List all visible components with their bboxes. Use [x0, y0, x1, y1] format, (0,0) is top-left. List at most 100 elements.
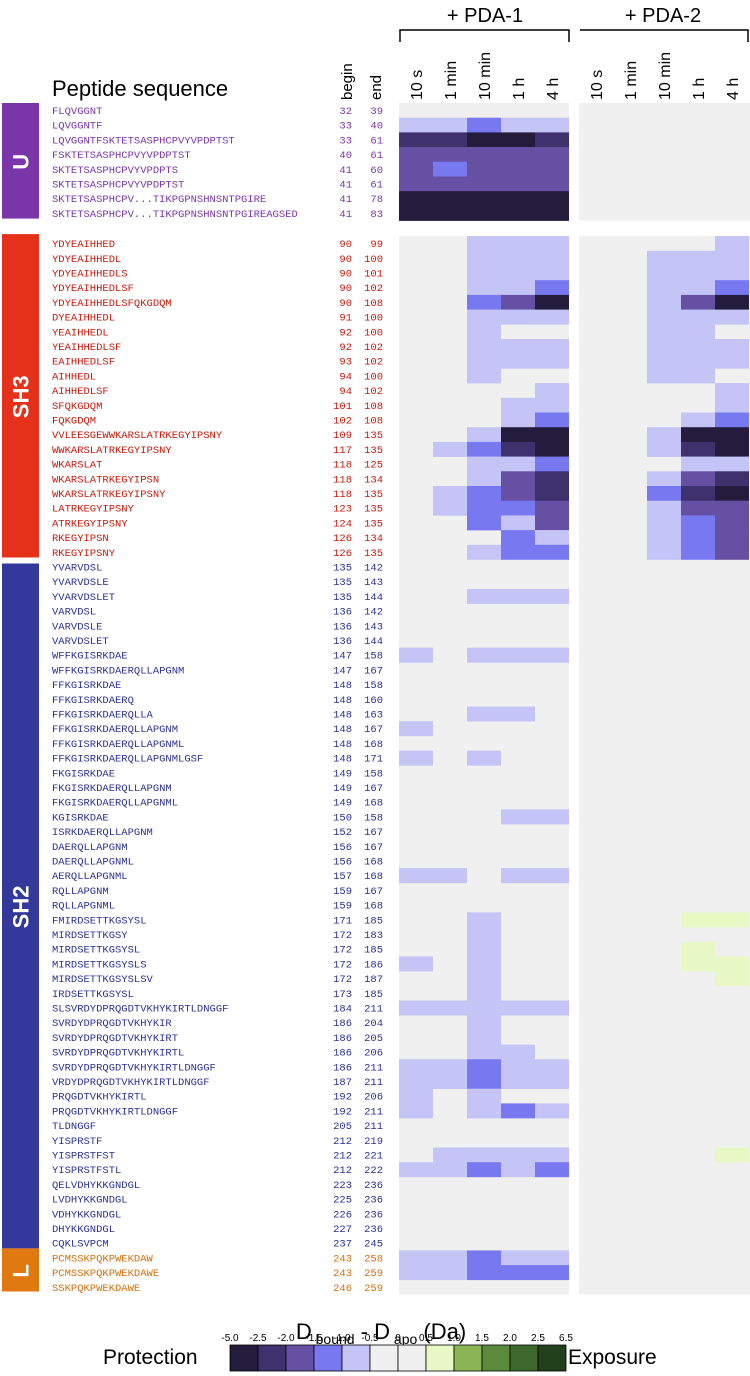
heatmap-cell-pda1-4 [535, 132, 569, 148]
heatmap-cells [399, 103, 750, 1295]
peptide-begin: 94 [339, 371, 352, 383]
peptide-end: 61 [370, 180, 383, 192]
heatmap-cell-pda1-2 [467, 985, 501, 1001]
heatmap-cell-pda1-3 [501, 236, 535, 252]
heatmap-cell-pda2-2 [647, 544, 681, 560]
legend-tick-label: -2.0 [277, 1333, 295, 1344]
peptide-begin: 157 [333, 871, 352, 883]
heatmap-cell-pda1-2 [467, 147, 501, 163]
peptide-begin: 118 [333, 474, 352, 486]
peptide-sequence: FKGISRKDAE [52, 768, 115, 780]
heatmap-cell-pda1-0 [399, 205, 433, 221]
peptide-begin: 212 [333, 1151, 352, 1163]
heatmap-cell-pda2-4 [715, 265, 749, 281]
peptide-sequence: VRDYDPRQGDTVKHYKIRTLDNGGF [52, 1077, 210, 1089]
peptide-sequence: FFKGISRKDAERQLLAPGNML [52, 739, 184, 751]
heatmap-cell-pda1-1 [433, 117, 467, 133]
peptide-end: 135 [364, 518, 383, 530]
heatmap-cell-pda1-0 [399, 647, 433, 663]
heatmap-cell-pda1-3 [501, 1250, 535, 1266]
peptide-begin: 117 [333, 445, 352, 457]
peptide-end: 259 [364, 1283, 383, 1295]
peptide-sequence: LATRKEGYIPSNY [52, 504, 135, 516]
peptide-end: 205 [364, 1033, 383, 1045]
peptide-begin: 159 [333, 886, 352, 898]
heatmap-cell-pda1-2 [467, 250, 501, 266]
heatmap-cell-pda1-3 [501, 176, 535, 192]
heatmap-cell-pda1-4 [535, 544, 569, 560]
heatmap-cell-pda1-0 [399, 191, 433, 207]
heatmap-cell-pda1-1 [433, 1147, 467, 1163]
legend-tick-label: 0 [395, 1333, 401, 1344]
heatmap-cell-pda1-3 [501, 412, 535, 428]
heatmap-cell-pda1-2 [467, 368, 501, 384]
heatmap-cell-pda1-2 [467, 294, 501, 310]
peptide-begin: 102 [333, 416, 352, 428]
peptide-end: 236 [364, 1180, 383, 1192]
heatmap-cell-pda1-0 [399, 1000, 433, 1016]
peptide-begin: 94 [339, 386, 352, 398]
heatmap-cell-pda1-4 [535, 530, 569, 546]
heatmap-cell-pda1-3 [501, 1059, 535, 1075]
heatmap-cell-pda1-2 [467, 280, 501, 296]
peptide-sequence: YDYEAIHHEDLS [52, 269, 128, 281]
heatmap-cell-pda1-3 [501, 117, 535, 133]
peptide-sequence: PRQGDTVKHYKIRTL [52, 1092, 147, 1104]
heatmap-cell-pda1-0 [399, 750, 433, 766]
legend-swatch [257, 1344, 287, 1372]
heatmap-cell-pda1-2 [467, 1044, 501, 1060]
heatmap-cell-pda1-4 [535, 471, 569, 487]
timepoint-label: 1 min [443, 61, 460, 100]
heatmap-cell-pda1-3 [501, 530, 535, 546]
peptide-end: 258 [364, 1253, 383, 1265]
peptide-end: 60 [370, 165, 383, 177]
legend-tick-label: -2.5 [249, 1333, 267, 1344]
peptide-sequence: MIRDSETTKGSYSL [52, 945, 140, 957]
peptide-sequence: ATRKEGYIPSNY [52, 518, 128, 530]
peptide-sequence: YEAIHHEDL [52, 327, 109, 339]
heatmap-cell-pda1-2 [467, 706, 501, 722]
legend-swatch [481, 1344, 511, 1372]
peptide-end: 102 [364, 283, 383, 295]
heatmap-cell-pda1-2 [467, 486, 501, 501]
heatmap-cell-pda1-4 [535, 147, 569, 163]
legend-swatch [369, 1344, 399, 1372]
heatmap-cell-pda1-4 [535, 427, 569, 443]
peptide-sequence: WFFKGISRKDAE [52, 651, 128, 663]
heatmap-cell-pda1-3 [501, 1162, 535, 1178]
peptide-end: 168 [364, 871, 383, 883]
peptide-begin: 172 [333, 945, 352, 957]
peptide-sequence: DHYKKGNDGL [52, 1224, 115, 1236]
peptide-end: 135 [364, 430, 383, 442]
peptide-end: 168 [364, 798, 383, 810]
begin-column-label: begin [339, 63, 356, 100]
legend-tick-labels: -5.0 -2.5 -2.0 -1.5 -1.0 -0.5 0 0.5 1.0 1.5 2.0 2.5… [221, 1333, 573, 1344]
heatmap-cell-pda2-4 [715, 280, 749, 296]
peptide-end: 108 [364, 401, 383, 413]
heatmap-cell-pda1-3 [501, 265, 535, 281]
heatmap-cell-pda1-1 [433, 161, 467, 177]
peptide-end: 245 [364, 1239, 383, 1251]
peptide-end: 236 [364, 1195, 383, 1207]
heatmap-cell-pda1-4 [535, 353, 569, 369]
peptide-begin: 149 [333, 768, 352, 780]
heatmap-cell-pda1-4 [535, 250, 569, 266]
heatmap-cell-pda1-3 [501, 280, 535, 296]
legend-swatch [425, 1344, 455, 1372]
peptide-end: 168 [364, 901, 383, 913]
peptide-end: 135 [364, 489, 383, 501]
heatmap-cell-pda1-2 [467, 971, 501, 987]
peptide-begin: 91 [339, 313, 352, 325]
heatmap-cell-pda1-2 [467, 588, 501, 604]
peptide-begin: 223 [333, 1180, 352, 1192]
peptide-sequence: QELVDHYKKGNDGL [52, 1180, 140, 1192]
heatmap-cell-pda2-3 [681, 515, 715, 531]
peptide-end: 102 [364, 386, 383, 398]
peptide-sequence: YDYEAIHHED [52, 239, 115, 251]
peptide-begin: 186 [333, 1033, 352, 1045]
peptide-sequence: FKGISRKDAERQLLAPGNM [52, 783, 172, 795]
heatmap-cell-pda1-0 [399, 1074, 433, 1089]
heatmap-cell-pda2-3 [681, 280, 715, 296]
peptide-end: 142 [364, 563, 383, 575]
peptide-begin: 90 [339, 269, 352, 281]
